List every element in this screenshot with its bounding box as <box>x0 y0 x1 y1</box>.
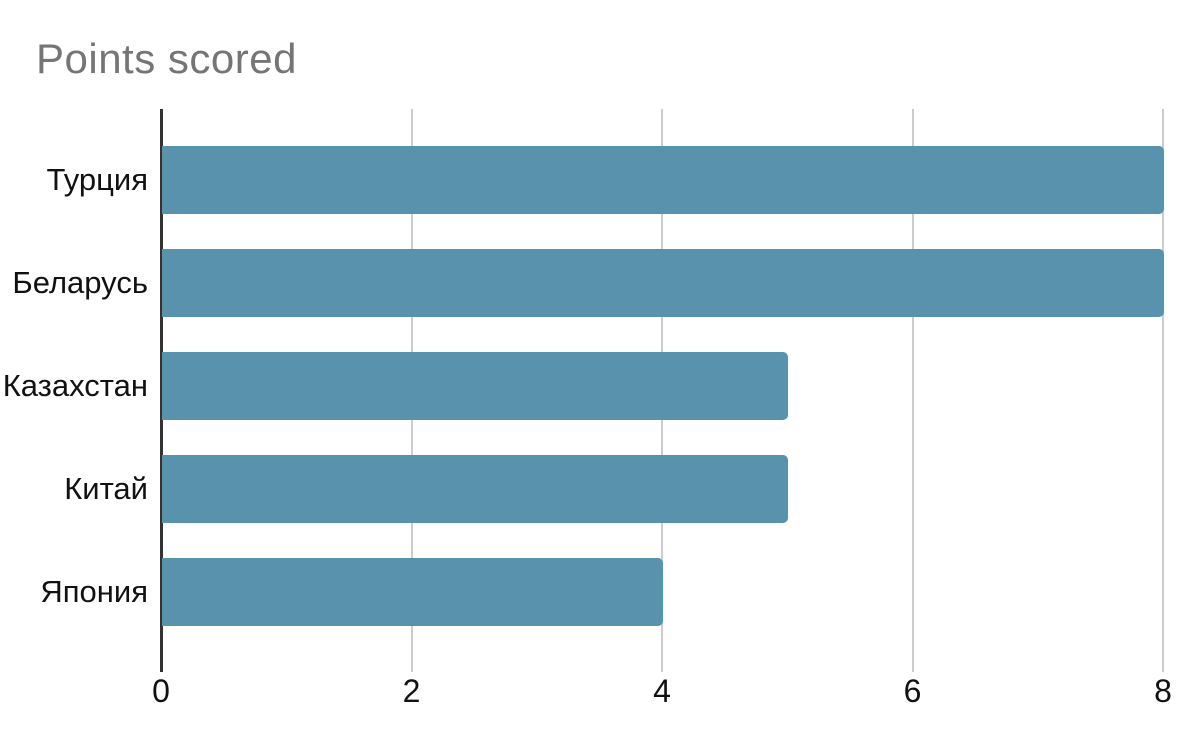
x-tick-label: 0 <box>152 673 170 709</box>
x-tick-label: 6 <box>903 673 922 709</box>
bar <box>162 558 663 627</box>
category-label: Казахстан <box>2 368 148 403</box>
chart-title: Points scored <box>36 35 297 82</box>
bar <box>162 248 1164 317</box>
bar <box>162 352 789 420</box>
category-label: Турция <box>46 161 148 197</box>
x-tick-label: 8 <box>1154 673 1172 709</box>
x-tick-label: 4 <box>653 673 671 709</box>
chart-row: Япония <box>40 541 1163 644</box>
bars-area: Турция Беларусь Казахстан Китай Япония <box>3 128 1164 644</box>
chart-row: Беларусь <box>12 231 1164 334</box>
chart-row: Китай <box>64 438 1163 541</box>
chart-row: Казахстан <box>3 334 1163 437</box>
chart-row: Турция <box>47 128 1164 231</box>
gridline <box>911 109 914 672</box>
bar <box>162 455 789 524</box>
category-label: Китай <box>64 471 148 507</box>
x-tick-label: 2 <box>402 673 421 709</box>
gridline <box>1162 109 1164 672</box>
bar <box>162 145 1164 214</box>
category-label: Япония <box>40 574 148 610</box>
y-axis-line <box>160 109 163 672</box>
plot-area: Турция Беларусь Казахстан Китай Япония 0 2 4 6 8 <box>3 109 1172 709</box>
category-label: Беларусь <box>12 264 148 300</box>
x-axis-labels: 0 2 4 6 8 <box>152 673 1172 715</box>
